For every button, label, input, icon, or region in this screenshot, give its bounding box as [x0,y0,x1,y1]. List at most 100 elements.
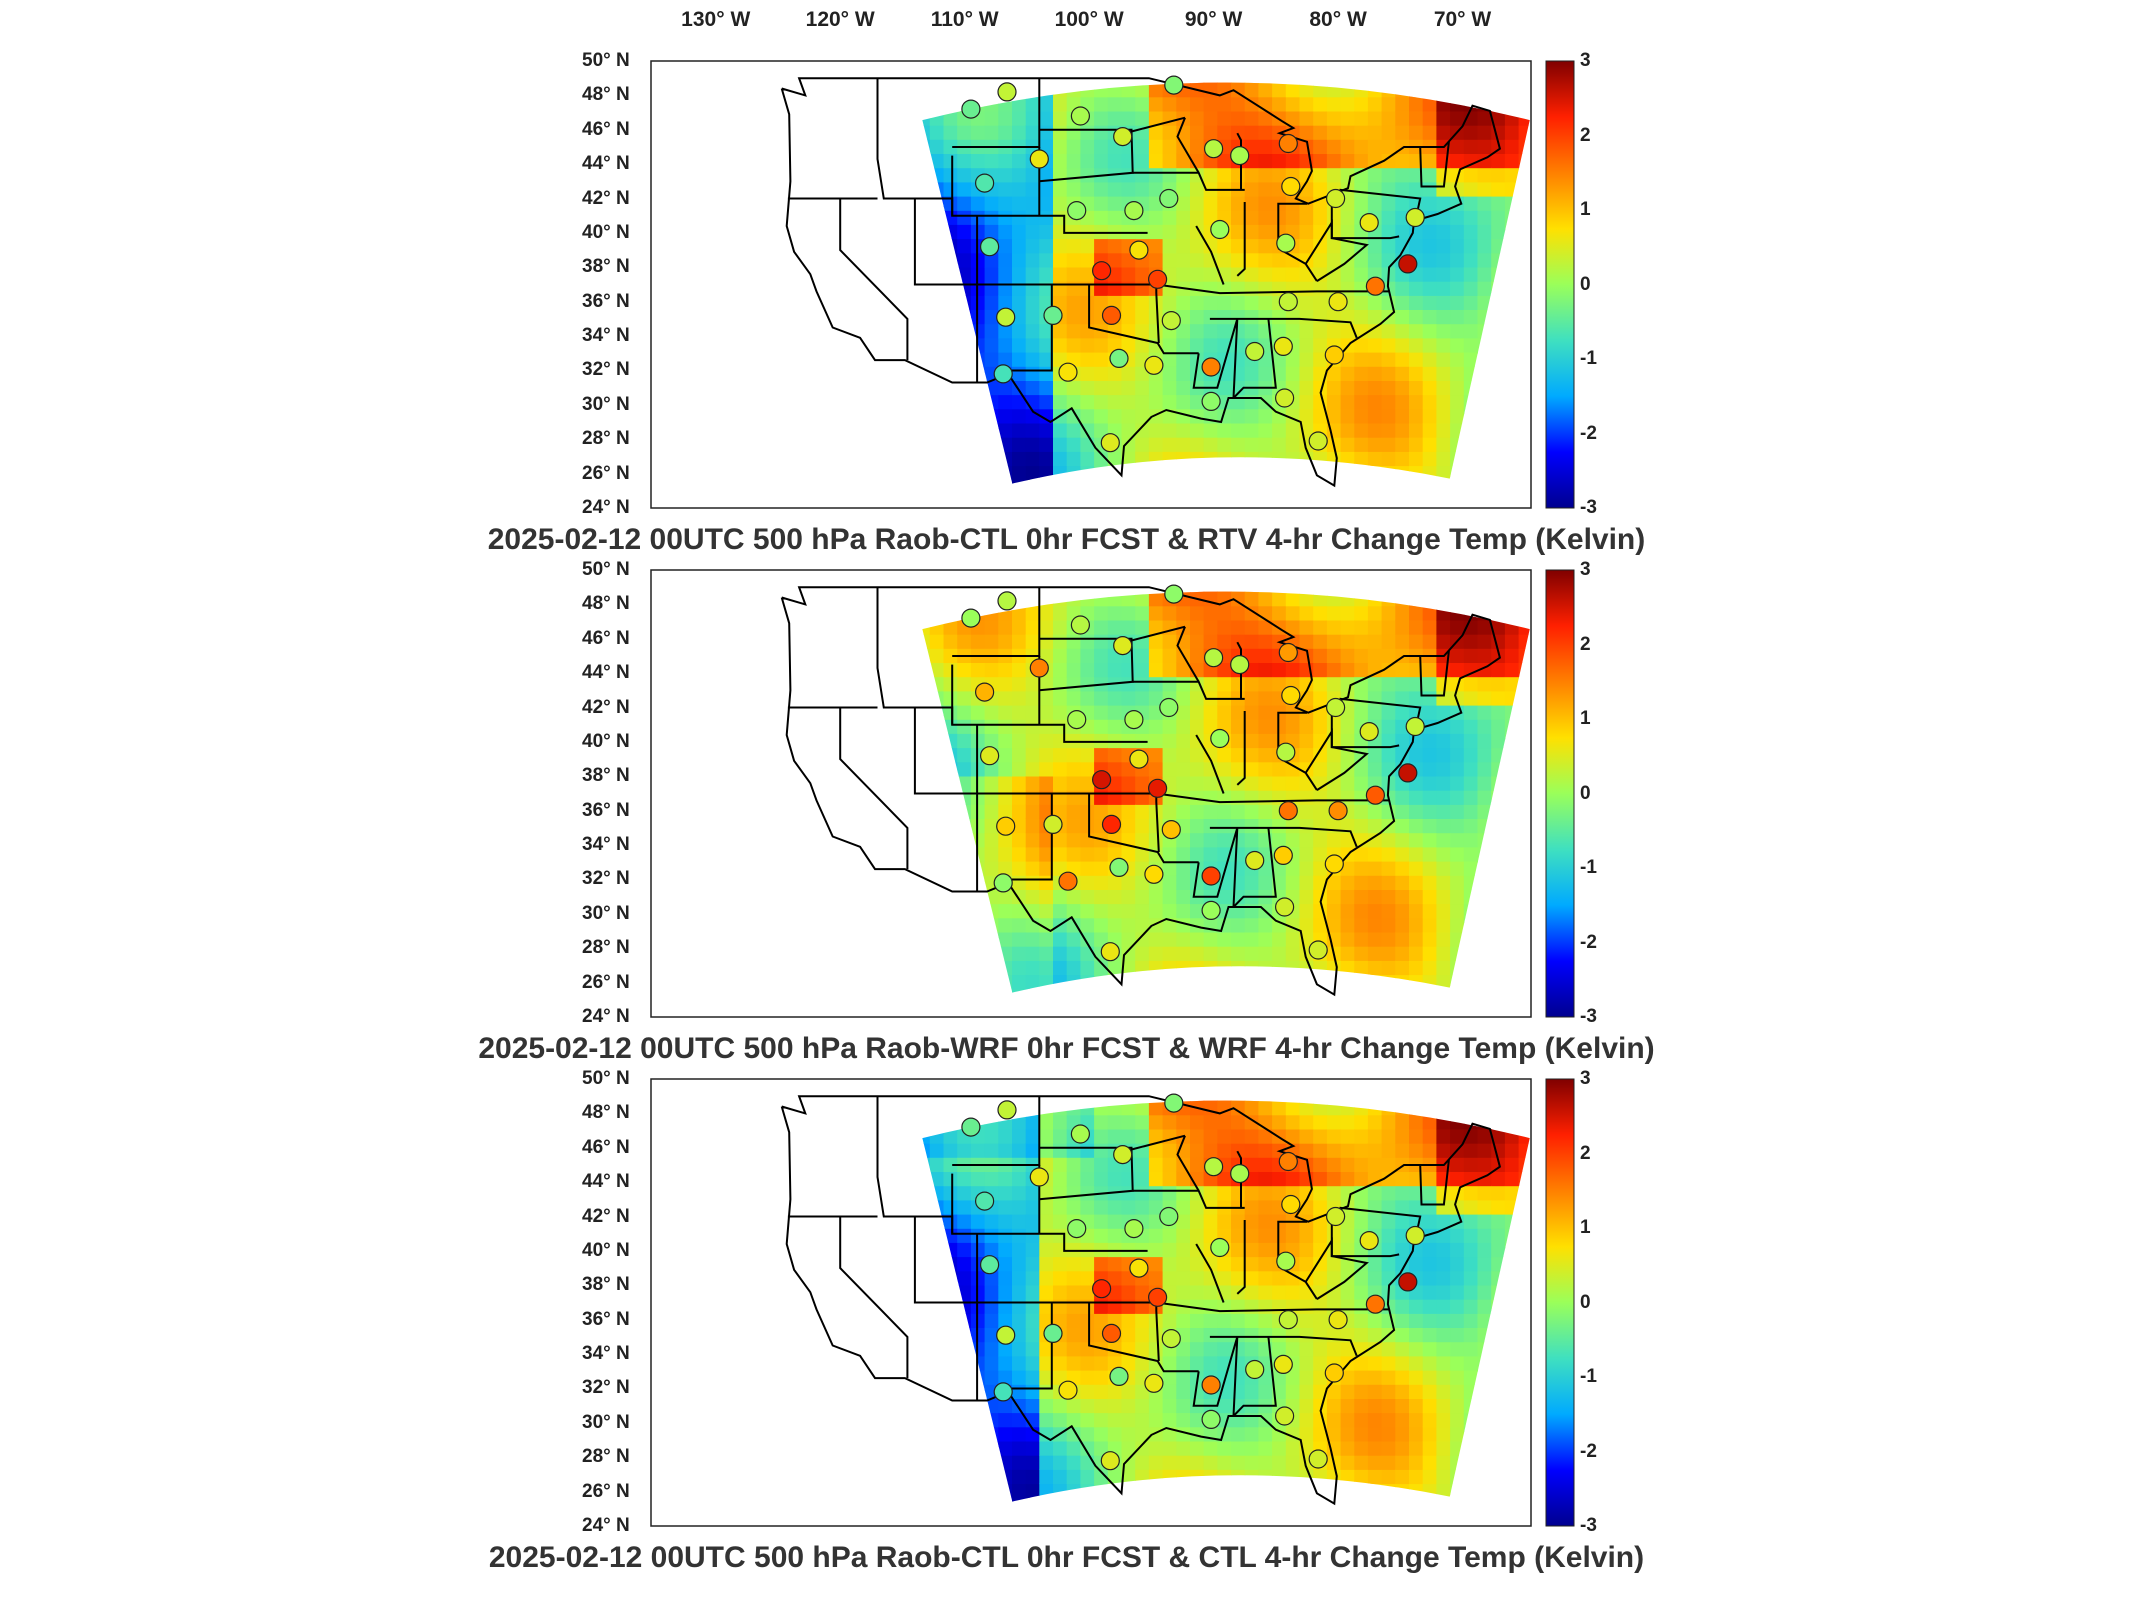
field-cell [1244,619,1259,635]
field-cell [1422,366,1437,381]
field-cell [1477,238,1492,254]
field-cell [1121,437,1136,452]
field-cell [1477,1242,1492,1258]
field-cell [1121,167,1136,183]
field-cell [1504,394,1520,410]
field-cell [1381,1426,1396,1442]
field-cell [1354,818,1369,834]
boundary-line [1088,793,1199,864]
field-cell [1039,634,1054,649]
field-cell [922,1242,931,1258]
field-cell [1190,337,1205,353]
field-cell [1340,96,1355,112]
field-cell [1190,1355,1205,1371]
field-cell [1463,917,1479,933]
station-marker [1210,219,1230,240]
field-cell [1094,366,1109,381]
field-cell [1039,394,1054,410]
field-cell [1477,1313,1492,1328]
field-cell [1107,1199,1123,1215]
field-cell [943,323,958,339]
field-cell [1012,1214,1027,1229]
field-cell [1053,605,1068,621]
field-cell [1053,125,1068,140]
field-cell [1422,323,1437,339]
field-cell [922,96,931,112]
boundary-line [1232,827,1277,908]
field-cell [1381,931,1396,947]
latitude-tick-label: 24° N [582,497,630,518]
field-cell [1340,1171,1355,1187]
field-cell [1354,1412,1369,1428]
field-cell [984,82,999,84]
field-cell [1491,153,1506,169]
field-cell [929,889,945,905]
field-cell [1422,705,1437,720]
field-cell [1436,1426,1451,1442]
field-cell [1422,931,1437,947]
field-cell [1409,1185,1424,1201]
field-cell [1176,747,1191,763]
field-cell [1395,818,1410,834]
field-cell [1285,366,1301,381]
boundary-line [1088,284,1199,355]
field-cell [998,903,1013,919]
field-cell [1053,110,1068,126]
field-cell [1491,676,1506,692]
field-cell [957,366,972,381]
field-cell [1340,648,1355,663]
field-cell [1450,988,1465,993]
field-cell [998,1341,1013,1357]
field-cell [1190,648,1205,663]
field-cell [1094,1469,1109,1485]
field-cell [1190,139,1205,154]
field-cell [1162,889,1177,905]
field-cell [984,775,999,791]
field-cell [1053,591,1068,593]
field-cell [998,832,1013,848]
field-cell [1135,1398,1150,1414]
field-cell [1299,790,1314,805]
field-cell [984,224,999,240]
field-cell [1491,761,1506,777]
field-cell [1121,946,1136,961]
field-cell [1258,1270,1273,1286]
field-cell [1381,437,1396,452]
field-cell [1272,1512,1286,1527]
field-cell [1176,974,1191,990]
field-cell [929,733,945,749]
field-cell [1244,974,1259,990]
field-cell [1313,295,1328,310]
field-cell [1231,479,1246,484]
field-cell [1231,931,1246,947]
field-cell [1381,1483,1396,1499]
field-cell [1340,323,1355,339]
field-cell [1094,153,1109,169]
field-cell [1463,337,1479,353]
field-cell [1190,1128,1205,1144]
field-cell [1354,153,1369,169]
field-cell [970,451,986,467]
field-cell [1340,946,1355,961]
field-cell [1121,1398,1136,1414]
field-cell [902,111,916,126]
field-cell [1244,1412,1259,1428]
field-cell [1203,775,1218,791]
field-cell [1012,1483,1027,1499]
field-cell [1395,1100,1410,1116]
field-cell [1258,1455,1273,1470]
station-marker [1245,341,1265,362]
field-cell [1313,761,1328,777]
field-cell [1190,1341,1205,1357]
field-cell [1477,366,1492,381]
field-cell [1107,408,1123,424]
field-cell [1285,82,1301,84]
field-cell [1135,1128,1150,1144]
field-cell [1217,1398,1232,1414]
field-cell [1053,451,1068,467]
field-cell [1121,1284,1136,1300]
field-cell [1190,818,1205,834]
field-cell [1190,974,1205,990]
field-cell [1080,846,1095,862]
field-cell [1135,605,1150,621]
